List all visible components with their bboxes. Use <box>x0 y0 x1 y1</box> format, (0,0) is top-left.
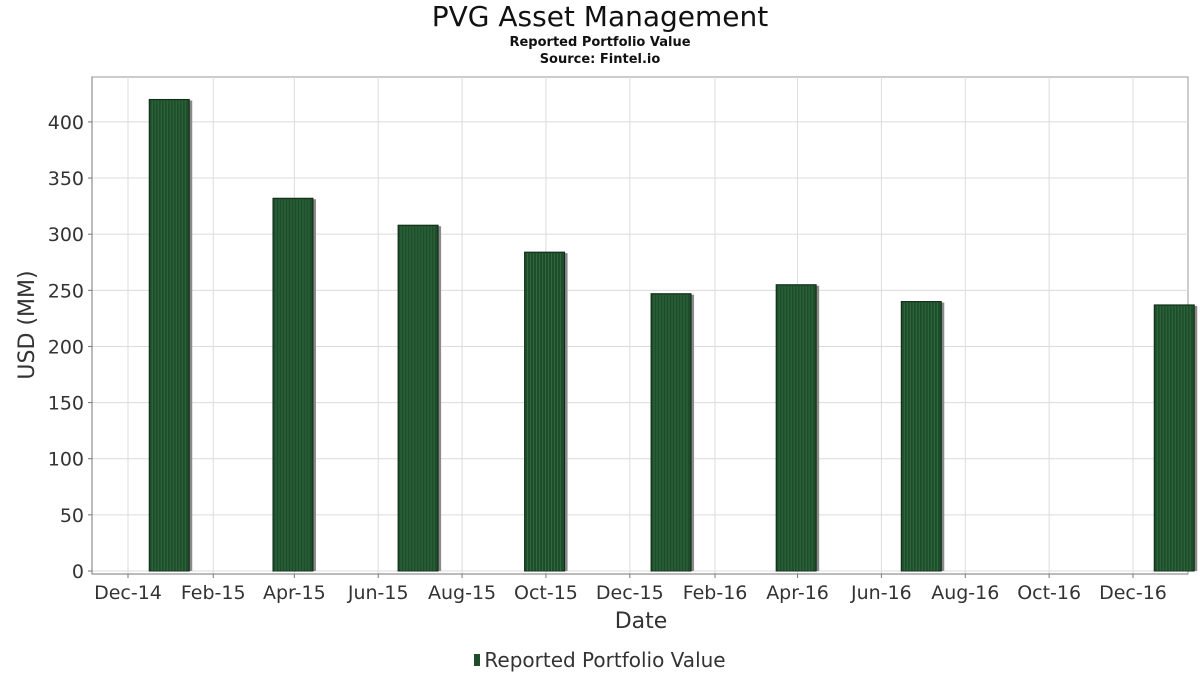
y-tick-label: 400 <box>48 112 84 134</box>
x-tick-label: Apr-15 <box>263 582 326 604</box>
y-axis-label: USD (MM) <box>15 270 40 379</box>
bar <box>272 197 316 572</box>
y-tick-label: 150 <box>48 393 84 415</box>
y-tick-label: 200 <box>48 336 84 358</box>
bar <box>397 224 442 572</box>
legend-swatch <box>474 654 481 666</box>
x-tick-label: Dec-16 <box>1099 582 1167 604</box>
y-axis-ticks: 0 50 100 150 200 250 300 350 400 <box>48 112 92 583</box>
x-tick-label: Jun-15 <box>347 582 409 604</box>
bar <box>148 98 193 572</box>
y-tick-label: 250 <box>48 280 84 302</box>
x-tick-label: Aug-16 <box>931 582 999 604</box>
bar <box>524 251 568 572</box>
y-tick-label: 350 <box>48 168 84 190</box>
x-tick-label: Dec-14 <box>94 582 162 604</box>
chart-subtitle: Reported Portfolio Value <box>509 35 691 50</box>
x-axis-ticks: Dec-14 Feb-15 Apr-15 Jun-15 Aug-15 Oct-15 Dec-… <box>94 574 1167 604</box>
y-tick-label: 100 <box>48 449 84 471</box>
chart-title: PVG Asset Management <box>431 0 769 33</box>
x-tick-label: Aug-15 <box>428 582 496 604</box>
bars <box>148 98 1198 572</box>
bar <box>650 293 695 572</box>
plot-area <box>91 76 1189 575</box>
bar <box>900 301 945 572</box>
y-tick-label: 300 <box>48 224 84 246</box>
y-tick-label: 0 <box>72 561 84 583</box>
legend-label: Reported Portfolio Value <box>484 648 726 672</box>
x-tick-label: Feb-16 <box>683 582 748 604</box>
x-tick-label: Oct-16 <box>1017 582 1081 604</box>
chart-source: Source: Fintel.io <box>539 52 661 67</box>
x-tick-label: Oct-15 <box>514 582 578 604</box>
y-tick-label: 50 <box>60 505 84 527</box>
bar <box>775 284 820 572</box>
x-tick-label: Feb-15 <box>181 582 246 604</box>
x-tick-label: Dec-15 <box>596 582 664 604</box>
bar <box>1153 304 1198 572</box>
legend: Reported Portfolio Value <box>0 648 1200 672</box>
x-tick-label: Jun-16 <box>850 582 912 604</box>
bar-chart: 0 50 100 150 200 250 300 350 400 Dec-14 Feb-15 Apr… <box>15 76 1198 634</box>
x-axis-label: Date <box>615 609 668 634</box>
x-tick-label: Apr-16 <box>766 582 829 604</box>
